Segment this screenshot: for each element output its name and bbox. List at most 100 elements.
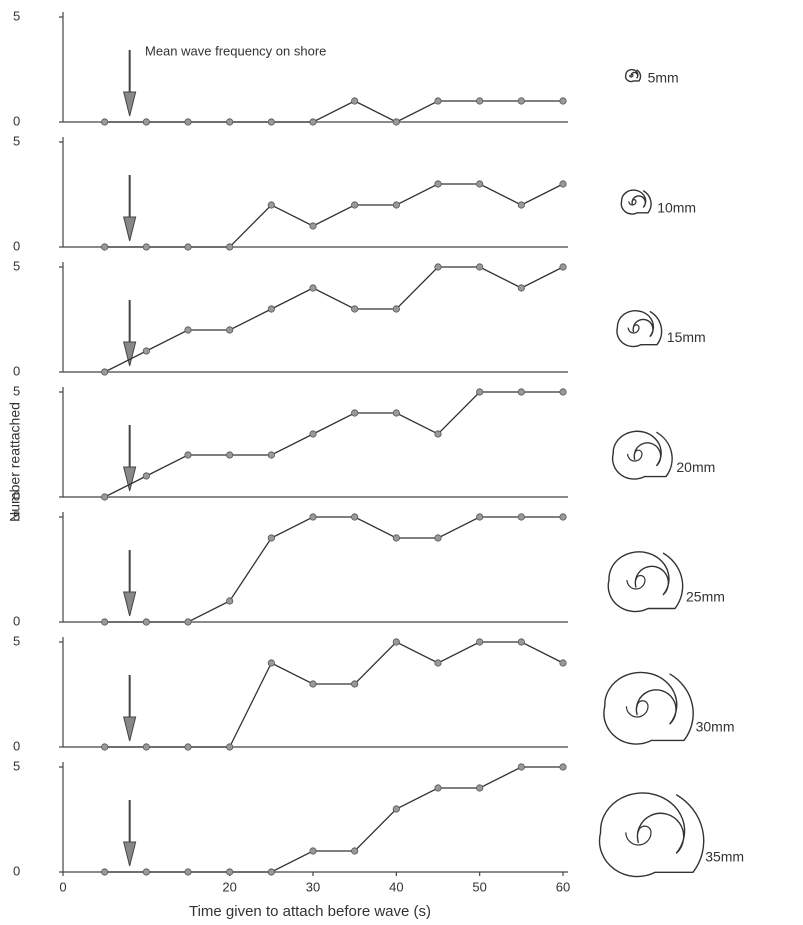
data-point <box>267 534 275 542</box>
data-point <box>559 388 567 396</box>
data-point <box>101 368 109 376</box>
data-point <box>101 868 109 876</box>
data-point <box>476 513 484 521</box>
snail-shell <box>603 671 694 745</box>
arrow-head <box>123 91 137 117</box>
data-point <box>392 805 400 813</box>
data-point <box>267 868 275 876</box>
data-point <box>184 618 192 626</box>
snail-shell <box>607 551 684 613</box>
arrow-head <box>123 341 137 367</box>
data-point <box>142 118 150 126</box>
data-point <box>226 451 234 459</box>
data-point <box>309 118 317 126</box>
snail-spiral <box>625 700 649 718</box>
data-point <box>142 618 150 626</box>
data-point <box>267 118 275 126</box>
data-point <box>351 513 359 521</box>
y-tick-label: 5 <box>13 8 20 23</box>
data-point <box>267 659 275 667</box>
data-point <box>226 868 234 876</box>
data-point <box>559 97 567 105</box>
data-point <box>351 201 359 209</box>
y-tick-label: 5 <box>13 383 20 398</box>
snail-spiral <box>628 73 634 78</box>
arrow-head <box>123 841 137 867</box>
data-point <box>226 743 234 751</box>
data-point <box>434 263 442 271</box>
data-point <box>517 763 525 771</box>
data-point <box>142 347 150 355</box>
y-tick-label: 0 <box>13 613 20 628</box>
snail-spiral <box>626 574 646 590</box>
snail-shell <box>611 430 673 480</box>
data-point <box>434 430 442 438</box>
data-point <box>351 680 359 688</box>
data-point <box>309 847 317 855</box>
x-tick-label: 0 <box>59 879 66 894</box>
data-point <box>184 743 192 751</box>
data-point <box>476 97 484 105</box>
y-tick-label: 5 <box>13 633 20 648</box>
data-point <box>184 868 192 876</box>
size-label: 5mm <box>648 70 679 86</box>
data-point <box>309 513 317 521</box>
data-point <box>517 97 525 105</box>
y-tick-label: 5 <box>13 508 20 523</box>
snail-spiral <box>628 199 637 206</box>
data-line <box>104 516 563 623</box>
arrow-head <box>123 716 137 742</box>
data-line <box>104 266 564 373</box>
data-point <box>142 472 150 480</box>
data-point <box>434 534 442 542</box>
data-point <box>351 97 359 105</box>
y-tick-label: 5 <box>13 258 20 273</box>
snail-spiral <box>627 324 640 334</box>
data-point <box>517 638 525 646</box>
data-line <box>104 641 564 748</box>
data-point <box>517 513 525 521</box>
data-point <box>559 513 567 521</box>
data-point <box>101 743 109 751</box>
arrow-head <box>123 216 137 242</box>
y-tick-label: 0 <box>13 238 20 253</box>
data-point <box>434 784 442 792</box>
y-tick-label: 0 <box>13 863 20 878</box>
size-label: 15mm <box>667 329 706 345</box>
data-line <box>104 183 564 248</box>
data-point <box>392 305 400 313</box>
size-label: 25mm <box>686 589 725 605</box>
data-point <box>184 243 192 251</box>
size-label: 35mm <box>705 848 744 864</box>
size-label: 20mm <box>676 459 715 475</box>
snail-shell <box>598 792 705 878</box>
x-tick-label: 40 <box>389 879 403 894</box>
data-point <box>476 263 484 271</box>
y-tick-label: 0 <box>13 363 20 378</box>
data-point <box>101 493 109 501</box>
data-point <box>101 618 109 626</box>
data-point <box>476 388 484 396</box>
data-point <box>517 388 525 396</box>
snail-shell <box>624 68 642 83</box>
data-point <box>351 305 359 313</box>
data-point <box>517 201 525 209</box>
data-point <box>267 451 275 459</box>
x-axis-label: Time given to attach before wave (s) <box>189 903 431 920</box>
data-point <box>226 243 234 251</box>
size-label: 30mm <box>696 719 735 735</box>
y-tick-label: 0 <box>13 488 20 503</box>
data-point <box>559 659 567 667</box>
y-tick-label: 5 <box>13 758 20 773</box>
data-point <box>267 305 275 313</box>
data-point <box>142 868 150 876</box>
data-point <box>351 847 359 855</box>
data-point <box>101 243 109 251</box>
data-point <box>434 180 442 188</box>
data-point <box>309 430 317 438</box>
data-point <box>226 597 234 605</box>
data-point <box>517 284 525 292</box>
data-point <box>476 180 484 188</box>
data-point <box>476 784 484 792</box>
